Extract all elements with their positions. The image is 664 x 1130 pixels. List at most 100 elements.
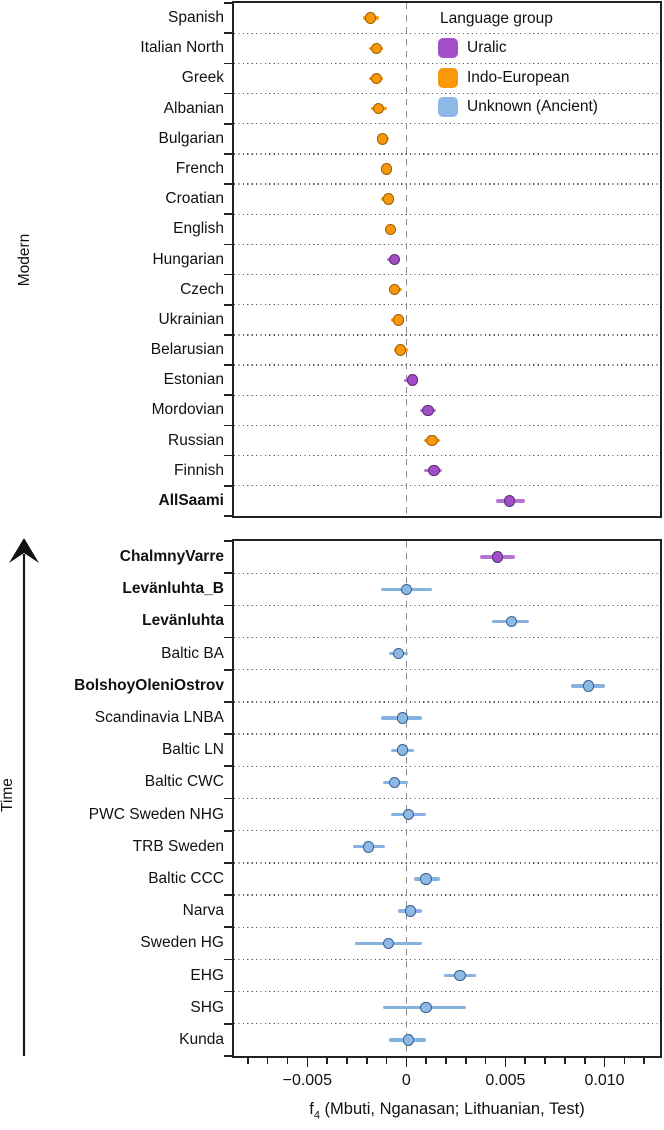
y-axis-tick (224, 484, 232, 487)
data-point (392, 314, 405, 326)
data-point (376, 133, 389, 145)
y-axis-tick (224, 701, 232, 703)
gridline (234, 926, 660, 928)
gridline (234, 183, 660, 185)
y-axis-tick (224, 273, 232, 276)
x-minor-tick (425, 1058, 427, 1064)
x-tick-label: −0.005 (282, 1072, 332, 1089)
x-minor-tick (266, 1058, 269, 1064)
x-axis-title-rest: (Mbuti, Nganasan; Lithuanian, Test) (319, 1100, 585, 1118)
y-axis-tick (224, 797, 232, 800)
gridline (234, 394, 660, 396)
gridline (234, 765, 660, 767)
data-point (402, 1034, 415, 1046)
row-label: Hungarian (152, 250, 224, 268)
data-point (388, 253, 401, 266)
gridline (234, 153, 660, 155)
row-label: TRB Sweden (132, 837, 224, 855)
row-label: Narva (182, 902, 224, 920)
legend-item-uralic: Uralic (438, 33, 598, 63)
gridline (234, 32, 660, 34)
y-axis-tick (224, 394, 232, 397)
row-label: Scandinavia LNBA (94, 709, 224, 727)
gridline (234, 990, 660, 993)
gridline (234, 958, 660, 961)
x-minor-tick (286, 1058, 289, 1064)
data-point (384, 223, 397, 236)
row-label: Belarusian (150, 341, 224, 359)
x-minor-tick (465, 1058, 467, 1064)
x-axis-title: f4 (Mbuti, Nganasan; Lithuanian, Test) (234, 1100, 660, 1121)
y-axis-tick (224, 572, 232, 575)
row-label: Finnish (174, 461, 224, 479)
y-axis-tick (224, 829, 232, 832)
gridline (234, 213, 660, 215)
row-label: English (173, 220, 224, 238)
gridline (234, 830, 660, 832)
gridline (234, 334, 660, 336)
x-axis-title-sub: 4 (313, 1109, 320, 1122)
gridline (234, 424, 660, 427)
data-point (370, 42, 383, 54)
x-minor-tick (583, 1058, 586, 1064)
gridline (234, 92, 660, 95)
data-point (380, 163, 393, 175)
row-label: Albanian (163, 99, 224, 117)
panel-modern: Language group Uralic Indo-European Unkn… (140, 1, 662, 518)
x-minor-tick (385, 1058, 388, 1064)
row-label: Bulgarian (158, 129, 225, 147)
y-axis-tick (224, 540, 232, 542)
zero-reference-line (405, 3, 408, 516)
gridline (234, 62, 660, 64)
data-point (364, 12, 377, 24)
data-point (503, 495, 516, 507)
y-axis-tick (224, 364, 232, 366)
x-minor-tick (346, 1058, 348, 1064)
data-point (372, 102, 385, 115)
gridline (234, 797, 660, 800)
row-label: Estonian (163, 371, 224, 389)
row-label: Baltic CCC (148, 869, 224, 887)
y-axis-tick (224, 926, 232, 929)
data-point (362, 841, 375, 853)
y-axis-tick (224, 2, 232, 4)
row-label: Baltic CWC (144, 773, 224, 791)
y-axis-tick (224, 862, 232, 864)
row-label: Greek (181, 69, 224, 87)
row-label: Levänluhta (142, 612, 224, 630)
x-tick-label: 0 (401, 1072, 411, 1089)
data-point (404, 905, 417, 917)
legend-item-unknown-ancient: Unknown (Ancient) (438, 93, 598, 123)
x-minor-tick (564, 1058, 566, 1064)
data-point (370, 72, 383, 85)
y-axis-tick (224, 32, 232, 35)
x-major-tick (306, 1058, 309, 1067)
data-point (400, 583, 413, 596)
x-minor-tick (524, 1058, 527, 1064)
gridline (234, 636, 660, 639)
gridline (234, 123, 660, 125)
legend-item-indo-european: Indo-European (438, 63, 598, 93)
y-axis-tick (224, 183, 232, 185)
gridline (234, 273, 660, 276)
y-axis-tick (224, 122, 232, 125)
x-axis-title-base: f (309, 1100, 314, 1118)
y-axis-tick (224, 894, 232, 896)
x-minor-tick (445, 1058, 447, 1064)
data-point (402, 808, 415, 821)
data-point (582, 680, 595, 692)
y-axis-tick (224, 213, 232, 216)
uralic-swatch-icon (438, 37, 458, 58)
zero-reference-line (405, 541, 408, 1056)
x-major-tick (405, 1058, 408, 1067)
x-minor-tick (247, 1058, 249, 1064)
y-axis-tick (224, 1022, 232, 1025)
y-axis-tick (224, 424, 232, 427)
legend-item-label: Uralic (467, 38, 507, 56)
y-axis-tick (224, 958, 232, 961)
legend-title: Language group (440, 10, 553, 27)
gridline (234, 304, 660, 306)
row-label: Kunda (179, 1030, 224, 1048)
row-label: PWC Sweden NHG (88, 805, 224, 823)
